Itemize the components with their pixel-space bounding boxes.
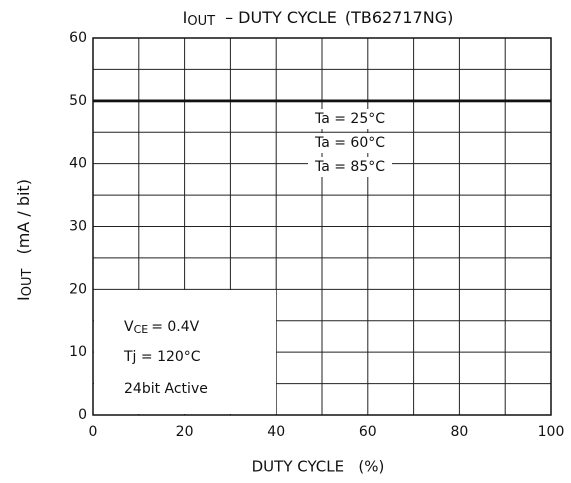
- note-box: [94, 290, 276, 414]
- annotation: Tj = 120°C: [123, 349, 201, 365]
- y-tick-label: 30: [69, 219, 87, 235]
- label-bg: [308, 109, 392, 129]
- y-tick-label: 10: [69, 344, 87, 360]
- annotation: 24bit Active: [124, 381, 208, 397]
- plot-frame: [92, 37, 552, 416]
- series-label: Ta = 85°C: [314, 159, 385, 175]
- x-tick-label: 40: [267, 424, 285, 440]
- chart-title: IOUT – DUTY CYCLE (TB62717NG): [183, 8, 454, 29]
- series-label: Ta = 25°C: [314, 111, 385, 127]
- x-tick-label: 0: [89, 424, 98, 440]
- label-bg: [308, 133, 392, 153]
- series-label: Ta = 60°C: [314, 135, 385, 151]
- x-tick-label: 20: [176, 424, 194, 440]
- x-axis-label: DUTY CYCLE (%): [252, 458, 385, 476]
- y-tick-label: 60: [69, 30, 87, 46]
- label-bg: [308, 157, 392, 177]
- x-tick-label: 60: [359, 424, 377, 440]
- x-tick-label: 80: [450, 424, 468, 440]
- y-tick-label: 20: [69, 281, 87, 297]
- y-axis-label: IOUT(mA / bit): [14, 179, 35, 301]
- x-tick-label: 100: [538, 424, 565, 440]
- y-tick-label: 0: [78, 407, 87, 423]
- y-tick-label: 50: [69, 93, 87, 109]
- annotation: VCE = 0.4V: [124, 319, 200, 336]
- y-tick-label: 40: [69, 156, 87, 172]
